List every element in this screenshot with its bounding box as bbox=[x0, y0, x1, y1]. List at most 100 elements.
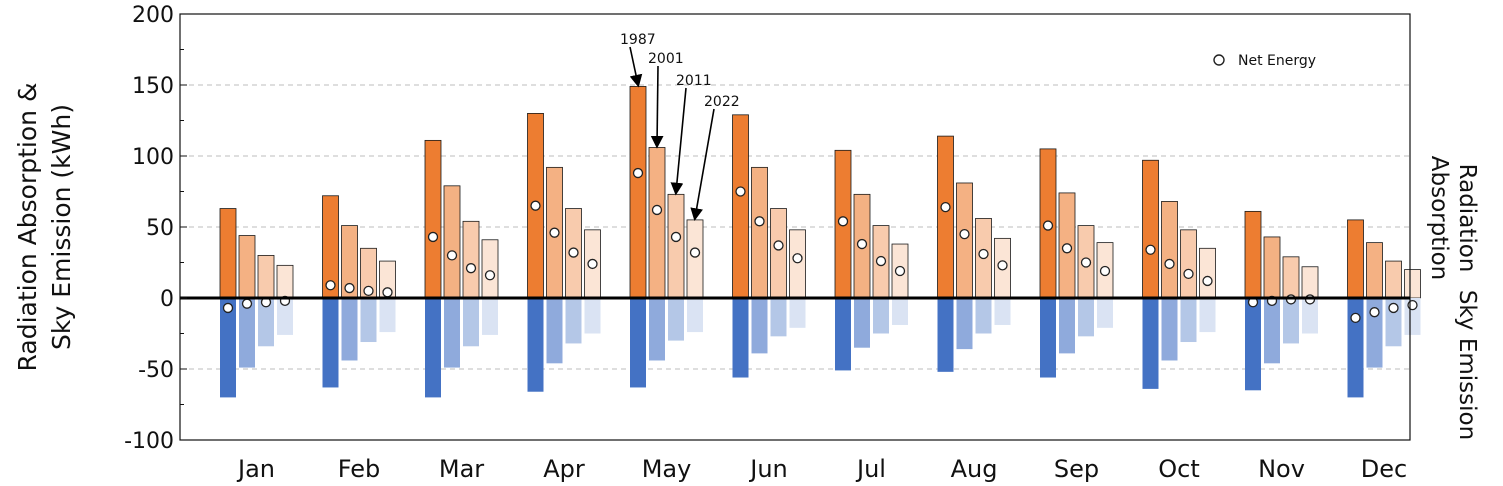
net-energy-marker bbox=[484, 270, 496, 281]
absorption-bar bbox=[276, 264, 294, 299]
x-tick-label: Aug bbox=[951, 455, 998, 483]
year-annotation-label: 1987 bbox=[620, 32, 656, 48]
right-label-absorption: Absorption bbox=[1426, 156, 1452, 281]
emission-bar bbox=[1078, 298, 1094, 337]
emission-bar bbox=[1199, 298, 1216, 333]
absorption-bar bbox=[789, 229, 806, 299]
absorption-bar bbox=[1366, 242, 1383, 299]
emission-bar bbox=[341, 298, 358, 361]
emission-bar bbox=[220, 298, 236, 398]
emission-bar bbox=[1302, 298, 1318, 334]
emission-bar bbox=[360, 298, 377, 343]
net-energy-marker bbox=[875, 255, 887, 267]
absorption-bar bbox=[1301, 266, 1319, 299]
emission-bar bbox=[425, 298, 441, 398]
emission-bar bbox=[277, 298, 293, 335]
absorption-bar bbox=[956, 182, 973, 299]
net-energy-marker bbox=[587, 258, 598, 270]
emission-bar bbox=[239, 298, 255, 368]
emission-bar bbox=[975, 298, 992, 334]
absorption-bar bbox=[770, 208, 787, 299]
emission-bar bbox=[937, 298, 954, 372]
net-energy-marker bbox=[754, 216, 765, 227]
net-energy-marker bbox=[773, 240, 784, 251]
emission-bar bbox=[565, 298, 582, 344]
annotation-arrow bbox=[629, 46, 643, 88]
emission-bar bbox=[854, 298, 870, 348]
y-tick-label: 0 bbox=[160, 287, 174, 312]
net-energy-marker bbox=[1202, 275, 1213, 287]
x-tick-label: Jan bbox=[236, 455, 275, 483]
x-tick-label: Apr bbox=[543, 455, 585, 483]
emission-bar bbox=[732, 298, 749, 378]
y-tick-label: 150 bbox=[132, 74, 174, 99]
emission-bar bbox=[994, 298, 1011, 325]
absorption-bar bbox=[686, 219, 704, 299]
net-energy-marker bbox=[427, 231, 439, 243]
y-tick-label: 100 bbox=[132, 145, 174, 170]
emission-bar bbox=[1040, 298, 1056, 378]
net-energy-marker bbox=[1061, 243, 1073, 254]
y-tick-label: -50 bbox=[138, 358, 174, 383]
emission-bar bbox=[322, 298, 339, 388]
absorption-bar bbox=[238, 235, 256, 299]
absorption-bar bbox=[751, 166, 768, 299]
net-energy-marker bbox=[1042, 220, 1054, 231]
absorption-bar bbox=[667, 193, 685, 299]
emission-bar bbox=[546, 298, 563, 364]
absorption-bar bbox=[1244, 210, 1262, 299]
annotation-arrow bbox=[690, 108, 715, 222]
x-tick-label: May bbox=[642, 455, 692, 483]
emission-bar bbox=[584, 298, 601, 334]
absorption-bar bbox=[1263, 236, 1281, 299]
year-annotation-label: 2001 bbox=[648, 51, 684, 67]
net-energy-marker bbox=[1388, 302, 1399, 314]
net-energy-marker bbox=[837, 216, 849, 227]
y-tick-label: -100 bbox=[124, 429, 174, 454]
emission-bar bbox=[1245, 298, 1261, 391]
emission-bar bbox=[482, 298, 498, 335]
net-energy-marker bbox=[735, 186, 746, 197]
x-tick-label: Nov bbox=[1258, 455, 1305, 483]
emission-bar bbox=[1059, 298, 1075, 354]
x-tick-label: Feb bbox=[338, 455, 381, 483]
absorption-bar bbox=[1180, 229, 1197, 299]
net-energy-marker bbox=[530, 200, 541, 211]
net-energy-marker bbox=[465, 263, 477, 274]
legend-marker bbox=[1213, 54, 1225, 66]
emission-bar bbox=[1180, 298, 1197, 343]
x-tick-label: Mar bbox=[439, 455, 484, 483]
absorption-bar bbox=[732, 114, 749, 299]
x-tick-label: Jul bbox=[855, 455, 886, 483]
axes-layer: -100 -50 0 50 100 150 200 Jan Feb Mar Apr May Jun Jul… bbox=[124, 3, 1411, 483]
net-energy-marker bbox=[241, 298, 253, 309]
net-energy-marker bbox=[651, 204, 663, 216]
net-energy-marker bbox=[959, 228, 970, 240]
net-energy-marker bbox=[632, 167, 644, 179]
emission-bar bbox=[1161, 298, 1178, 361]
net-energy-marker bbox=[1164, 258, 1175, 270]
absorption-bar bbox=[219, 208, 237, 299]
absorption-bar bbox=[481, 239, 499, 299]
net-energy-marker bbox=[549, 227, 560, 238]
absorption-bar bbox=[462, 220, 480, 299]
absorption-bar bbox=[1161, 201, 1178, 299]
emission-bar bbox=[630, 298, 646, 388]
emission-bar bbox=[687, 298, 703, 333]
x-tick-label: Sep bbox=[1054, 455, 1099, 483]
emission-bar bbox=[892, 298, 908, 325]
net-energy-marker bbox=[1369, 307, 1380, 318]
absorption-bar bbox=[1282, 256, 1300, 299]
axis-labels: Radiation Absorption & Sky Emission (kWh)… bbox=[13, 83, 1480, 441]
y-axis-label: Radiation Absorption & bbox=[13, 83, 42, 372]
emission-bar bbox=[1347, 298, 1364, 398]
annotation-arrow bbox=[650, 65, 664, 149]
emission-bar bbox=[873, 298, 889, 334]
net-energy-marker bbox=[325, 280, 336, 291]
absorption-bar bbox=[1199, 247, 1216, 299]
net-energy-marker bbox=[382, 287, 393, 298]
net-energy-marker bbox=[446, 250, 458, 261]
net-energy-marker bbox=[689, 247, 701, 258]
right-label-absorption: Radiation bbox=[1454, 164, 1480, 273]
